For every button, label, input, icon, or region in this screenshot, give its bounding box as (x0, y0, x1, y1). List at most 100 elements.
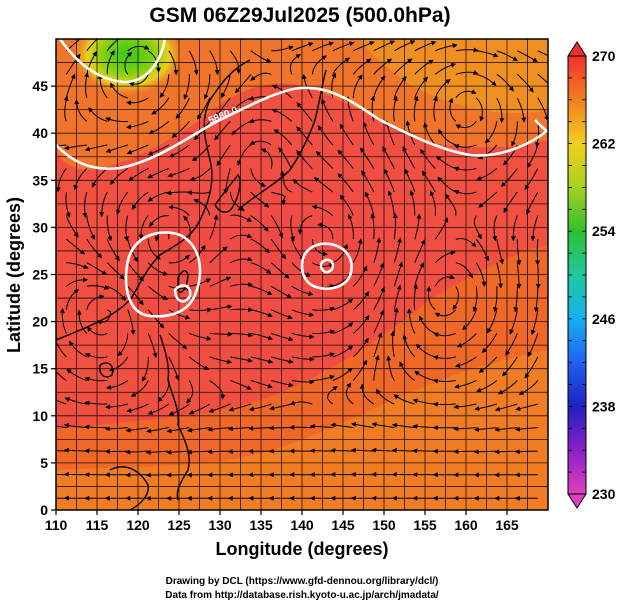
streamline (207, 449, 231, 455)
streamline (359, 383, 375, 405)
streamline (270, 215, 284, 239)
streamline (214, 121, 231, 141)
streamline (291, 239, 305, 261)
streamline (63, 447, 87, 453)
streamline (493, 286, 498, 313)
streamline (476, 50, 499, 58)
streamline (115, 191, 129, 215)
streamline (353, 41, 375, 52)
streamline (86, 294, 105, 310)
streamline (453, 449, 477, 455)
streamline (59, 307, 67, 334)
streamline (107, 285, 126, 302)
credit-line-2: Data from http://database.rish.kyoto-u.a… (165, 590, 439, 601)
streamline (533, 286, 539, 313)
streamline (393, 284, 402, 310)
streamline (422, 170, 436, 193)
streamline (250, 285, 273, 295)
streamline (250, 215, 269, 232)
streamline (453, 166, 477, 172)
streamline (352, 58, 372, 75)
streamline (248, 118, 272, 124)
streamline (432, 401, 456, 407)
streamline (250, 168, 266, 187)
streamline (414, 239, 426, 263)
streamline (230, 332, 254, 338)
streamline (223, 168, 231, 195)
streamline (501, 356, 518, 377)
streamline (434, 250, 456, 264)
streamline (352, 337, 369, 358)
streamline (537, 50, 548, 57)
colorbar-max-arrow (567, 41, 587, 57)
streamline (97, 309, 112, 325)
streamline (147, 191, 169, 202)
streamline (530, 215, 539, 242)
streamline (390, 330, 396, 357)
streamline (208, 403, 231, 413)
streamline (188, 50, 199, 76)
x-tick-label: 145 (331, 517, 355, 533)
streamline (414, 262, 425, 287)
coast-borneo (109, 466, 149, 510)
streamline (270, 262, 290, 279)
streamline (271, 285, 292, 298)
streamline (454, 380, 477, 389)
streamline (69, 340, 88, 358)
streamline (453, 190, 477, 195)
coastlines (56, 59, 327, 510)
x-tick-label: 140 (290, 517, 314, 533)
streamline (128, 168, 149, 182)
contour-north-line (56, 86, 548, 171)
streamline (175, 97, 190, 119)
streamline (312, 306, 336, 312)
streamline (435, 43, 458, 52)
streamline (385, 120, 395, 146)
streamline (74, 99, 88, 122)
streamline (393, 261, 403, 287)
streamline (332, 322, 354, 334)
x-axis-ticks: 110 115 120 125 130 135 140 145 150 155 160 165 (45, 510, 519, 533)
streamline (492, 215, 498, 242)
streamline (73, 168, 88, 191)
streamline (291, 285, 314, 297)
streamline (131, 191, 149, 211)
streamline (453, 144, 477, 149)
streamline (126, 403, 149, 413)
streamline (432, 378, 456, 384)
streamline (168, 254, 191, 264)
streamline (352, 314, 370, 334)
y-tick-label: 30 (32, 219, 48, 235)
streamline (455, 121, 477, 130)
streamline (373, 332, 383, 358)
streamline (455, 237, 477, 248)
streamline (82, 191, 88, 219)
warm-patch-northeast (410, 40, 548, 120)
streamline (125, 120, 149, 130)
streamline (345, 382, 354, 405)
streamline (516, 97, 527, 123)
streamline (197, 97, 211, 120)
streamline (509, 309, 518, 335)
streamline (373, 262, 385, 287)
streamline (106, 262, 125, 280)
streamline (147, 50, 161, 73)
streamline (370, 95, 376, 122)
streamline (524, 356, 539, 379)
colorbar: 270 262 254 246 238 230 (567, 41, 616, 509)
streamline (168, 333, 188, 349)
streamline (420, 148, 436, 169)
streamline (271, 309, 293, 320)
streamline (88, 107, 108, 122)
streamline (250, 72, 272, 81)
streamline (473, 426, 497, 432)
streamline (86, 262, 108, 275)
streamline (297, 215, 313, 235)
x-axis-label: Longitude (degrees) (215, 539, 388, 559)
streamline (106, 215, 113, 242)
streamline (414, 40, 437, 52)
streamline (203, 74, 211, 100)
streamline (317, 125, 334, 146)
streamline (315, 150, 334, 169)
